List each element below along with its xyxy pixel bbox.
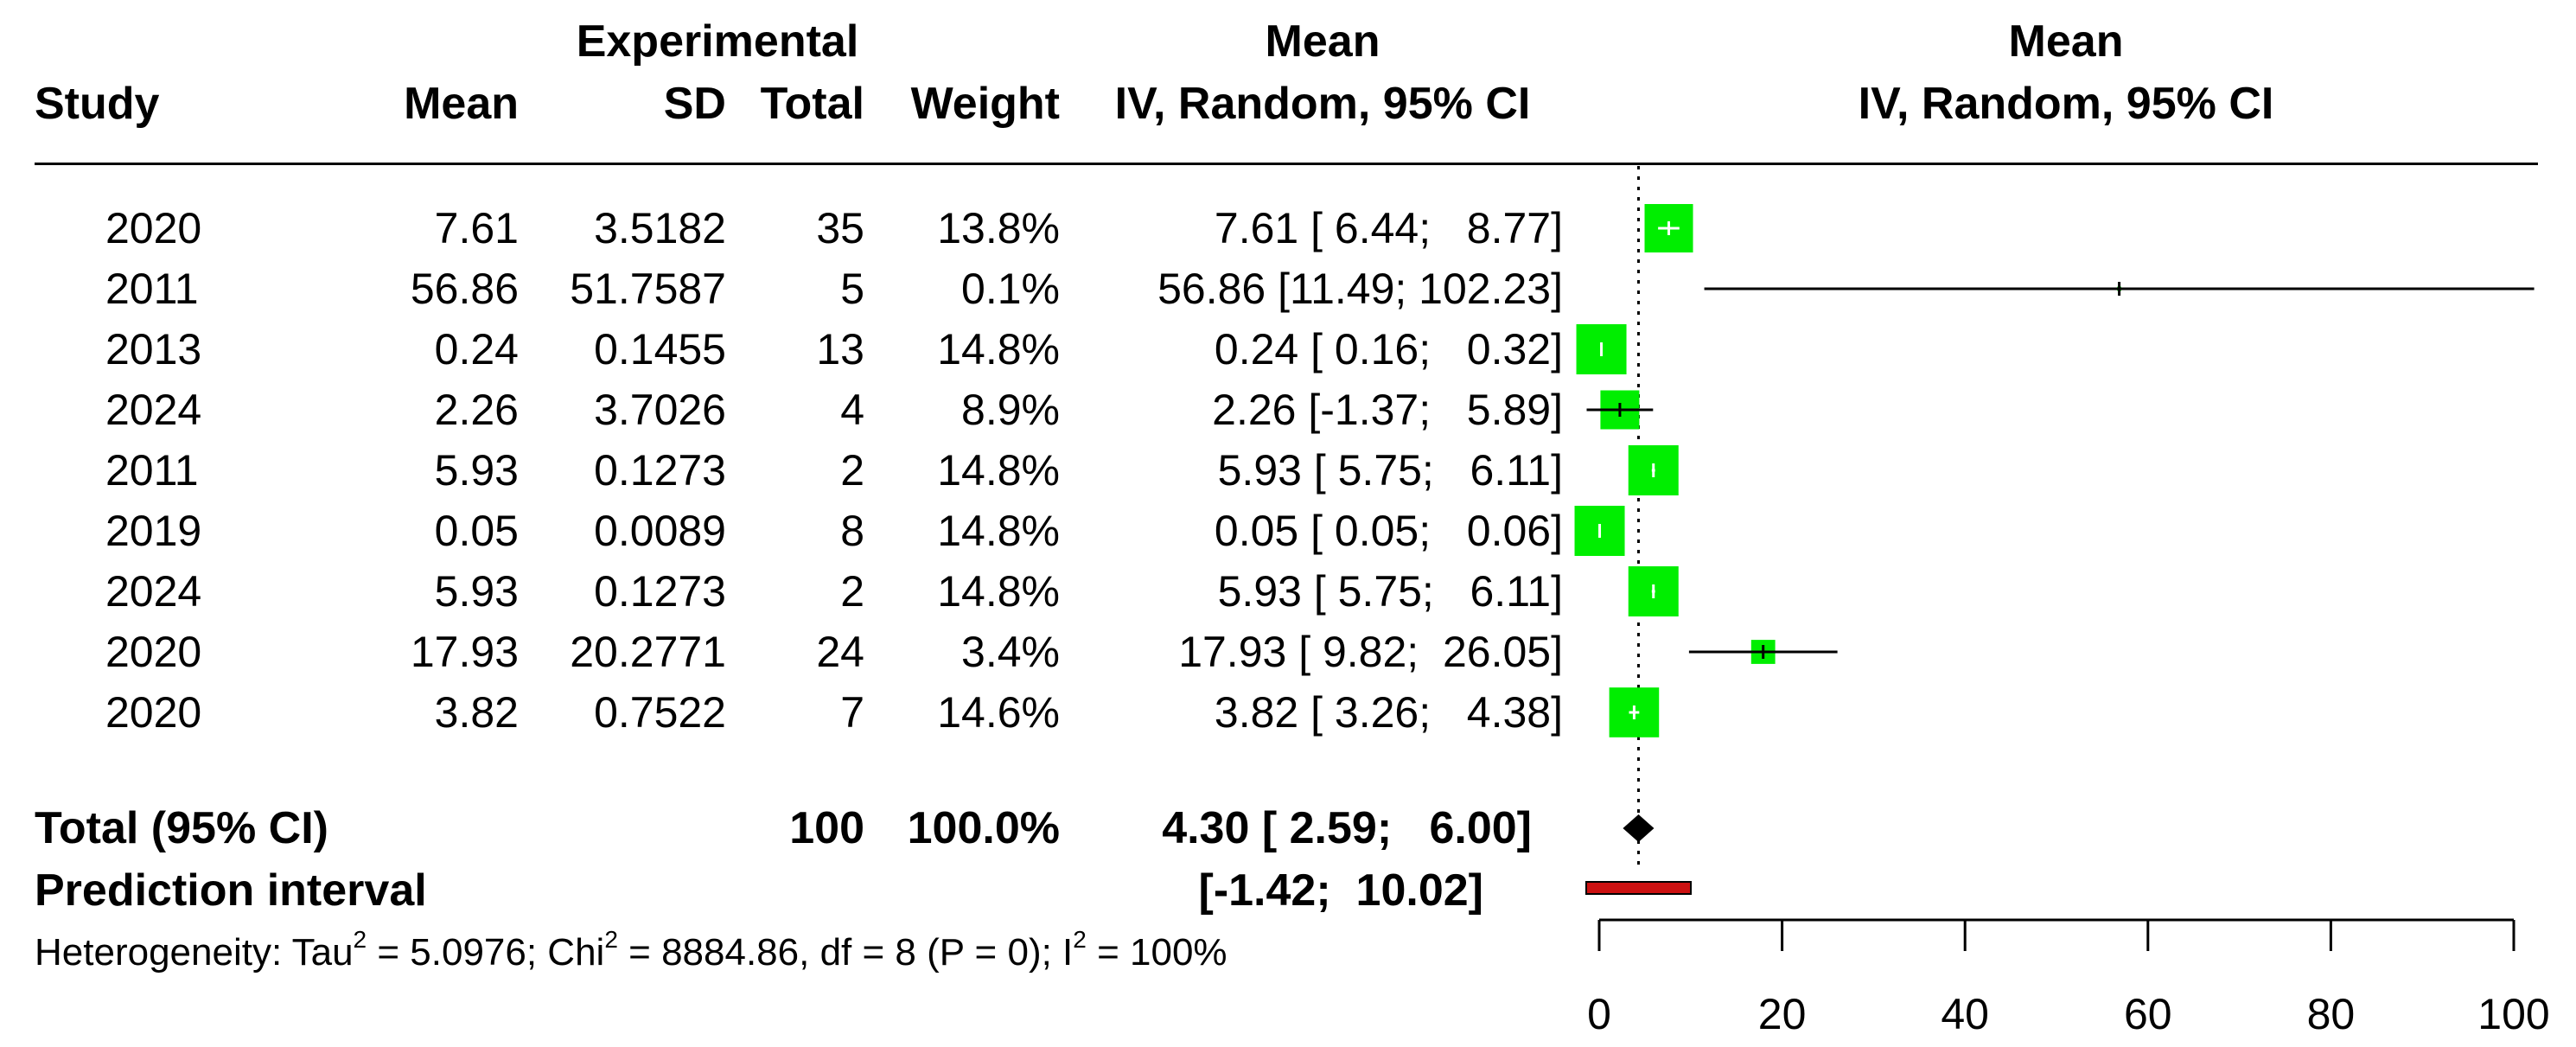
row-weight: 14.8%	[937, 325, 1060, 373]
row-ci-text: 0.05 [ 0.05; 0.06]	[1214, 507, 1563, 555]
col-effect-header: IV, Random, 95% CI	[1114, 79, 1531, 129]
col-study-header: Study	[35, 79, 160, 129]
row-sd: 3.5182	[594, 204, 726, 252]
row-sd: 0.0089	[594, 507, 726, 555]
row-total: 4	[840, 386, 864, 434]
row-sd: 0.7522	[594, 688, 726, 737]
total-ci: 4.30 [ 2.59; 6.00]	[1162, 803, 1532, 853]
x-axis-tick-label: 100	[2477, 990, 2549, 1038]
row-study: 2013	[105, 325, 202, 373]
effect-header-title: Mean	[1265, 16, 1380, 67]
row-study: 2024	[105, 567, 202, 616]
prediction-label: Prediction interval	[35, 865, 427, 916]
total-weight: 100.0%	[907, 803, 1060, 853]
row-weight: 14.8%	[937, 446, 1060, 495]
row-sd: 51.7587	[570, 265, 726, 313]
row-mean: 2.26	[434, 386, 519, 434]
prediction-ci: [-1.42; 10.02]	[1198, 865, 1484, 916]
row-ci-text: 3.82 [ 3.26; 4.38]	[1214, 688, 1563, 737]
row-sd: 0.1455	[594, 325, 726, 373]
x-axis-tick-label: 40	[1941, 990, 1989, 1038]
row-mean: 0.24	[434, 325, 519, 373]
x-axis-tick-label: 20	[1758, 990, 1807, 1038]
row-study: 2020	[105, 204, 202, 252]
col-sd-header: SD	[663, 79, 726, 129]
col-weight-header: Weight	[910, 79, 1060, 129]
row-total: 7	[840, 688, 864, 737]
row-mean: 56.86	[410, 265, 519, 313]
row-study: 2020	[105, 688, 202, 737]
row-study: 2011	[105, 265, 199, 313]
row-total: 2	[840, 567, 864, 616]
col-plot-header: IV, Random, 95% CI	[1858, 79, 2274, 129]
row-sd: 0.1273	[594, 446, 726, 495]
row-ci-text: 7.61 [ 6.44; 8.77]	[1214, 204, 1563, 252]
row-weight: 14.6%	[937, 688, 1060, 737]
row-sd: 0.1273	[594, 567, 726, 616]
plot-header-title: Mean	[2008, 16, 2124, 67]
row-sd: 3.7026	[594, 386, 726, 434]
row-study: 2024	[105, 386, 202, 434]
row-ci-text: 0.24 [ 0.16; 0.32]	[1214, 325, 1563, 373]
x-axis-tick-label: 60	[2124, 990, 2172, 1038]
row-total: 5	[840, 265, 864, 313]
row-total: 24	[816, 628, 864, 676]
row-mean: 3.82	[434, 688, 519, 737]
row-study: 2020	[105, 628, 202, 676]
row-study: 2019	[105, 507, 202, 555]
x-axis-tick-label: 80	[2307, 990, 2356, 1038]
row-total: 13	[816, 325, 864, 373]
header-rule	[35, 163, 2538, 165]
heterogeneity-text: Heterogeneity: Tau2 = 5.0976; Chi2 = 888…	[35, 926, 1227, 974]
row-sd: 20.2771	[570, 628, 726, 676]
x-axis-tick-label: 0	[1587, 990, 1611, 1038]
row-weight: 14.8%	[937, 507, 1060, 555]
row-mean: 17.93	[410, 628, 519, 676]
row-ci-text: 5.93 [ 5.75; 6.11]	[1217, 446, 1563, 495]
row-weight: 13.8%	[937, 204, 1060, 252]
row-ci-text: 56.86 [11.49; 102.23]	[1157, 265, 1563, 313]
row-weight: 0.1%	[961, 265, 1060, 313]
pooled-diamond	[1623, 814, 1655, 842]
row-mean: 5.93	[434, 567, 519, 616]
prediction-interval-bar	[1584, 881, 1693, 895]
row-weight: 3.4%	[961, 628, 1060, 676]
row-weight: 8.9%	[961, 386, 1060, 434]
row-ci-text: 17.93 [ 9.82; 26.05]	[1178, 628, 1563, 676]
col-total-header: Total	[760, 79, 864, 129]
row-mean: 5.93	[434, 446, 519, 495]
row-mean: 7.61	[434, 204, 519, 252]
row-total: 35	[816, 204, 864, 252]
row-ci-text: 5.93 [ 5.75; 6.11]	[1217, 567, 1563, 616]
group-header: Experimental	[576, 16, 859, 67]
row-study: 2011	[105, 446, 199, 495]
total-label: Total (95% CI)	[35, 803, 328, 853]
row-total: 2	[840, 446, 864, 495]
total-n: 100	[789, 803, 864, 853]
row-total: 8	[840, 507, 864, 555]
row-ci-text: 2.26 [-1.37; 5.89]	[1212, 386, 1563, 434]
row-mean: 0.05	[434, 507, 519, 555]
col-mean-header: Mean	[404, 79, 519, 129]
row-weight: 14.8%	[937, 567, 1060, 616]
